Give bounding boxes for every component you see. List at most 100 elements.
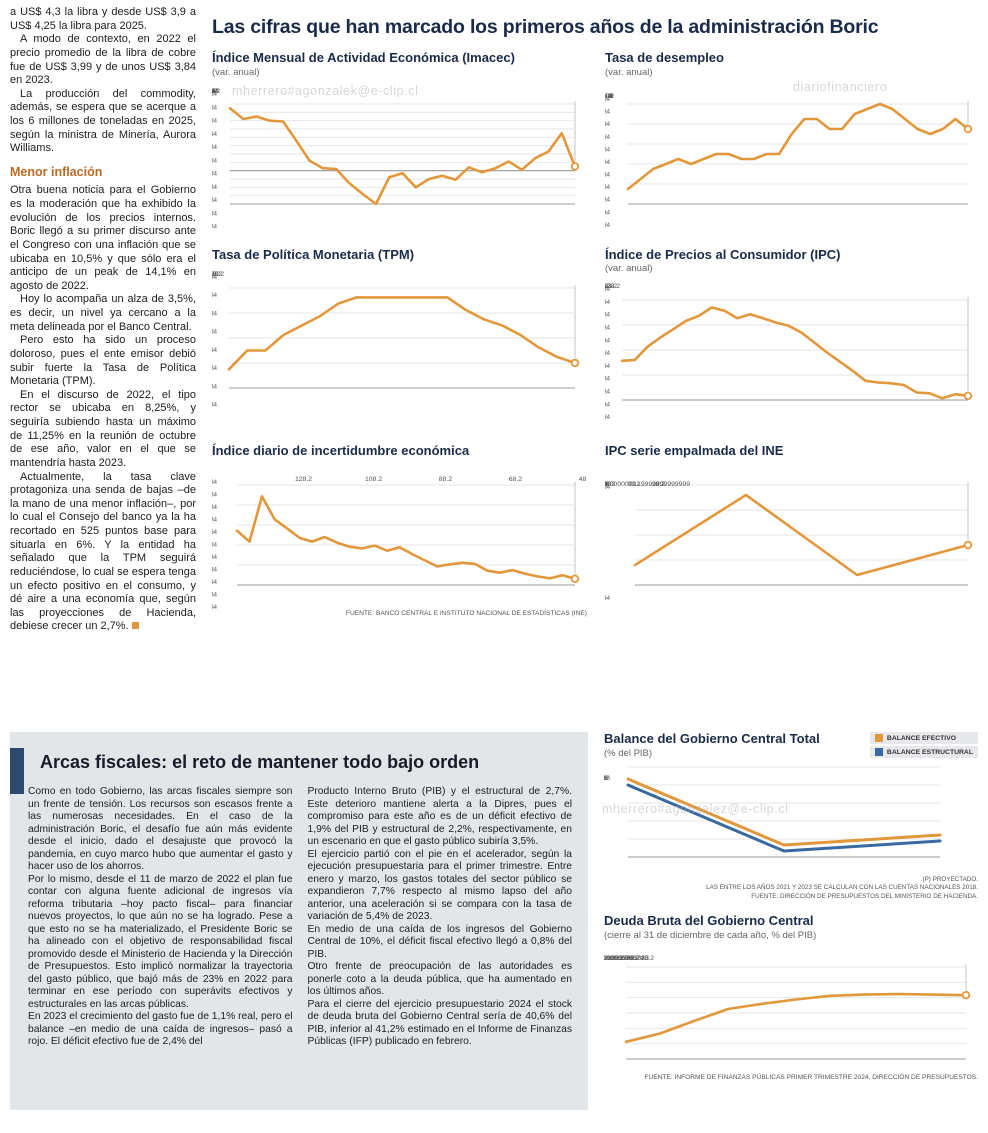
chart-text: 134 xyxy=(212,158,218,164)
charts-grid: Índice Mensual de Actividad Económica (I… xyxy=(212,50,980,617)
fiscal-headline: Arcas fiscales: el reto de mantener todo… xyxy=(40,752,480,772)
article-paragraph: En medio de una caída de los ingresos de… xyxy=(307,923,573,960)
chart-deuda-plot: 28.243.5333333333333358.8666666666666747… xyxy=(604,955,971,1059)
chart-desempleo: Tasa de desempleo(var. anual) 28.248.2000… xyxy=(605,50,980,228)
article-paragraph: El ejercicio partió con el pie en el ace… xyxy=(307,848,573,923)
chart-text: 104.86666666666667 xyxy=(604,955,629,962)
chart-incertidumbre-plot: 28.248.268.288.2108.2128.213413413413413… xyxy=(212,476,587,609)
bottom-section: Arcas fiscales: el reto de mantener todo… xyxy=(0,731,988,1120)
chart-text: 134 xyxy=(605,147,611,153)
chart-text: 69.86666666666666 xyxy=(212,88,215,95)
chart-text: 78.2 xyxy=(212,88,214,95)
chart-text: 46.199999999999996 xyxy=(604,775,607,782)
chart-text: 134 xyxy=(212,312,218,318)
series-line xyxy=(624,992,968,1043)
chart-text: 61.53333333333334 xyxy=(212,88,216,95)
chart-text: 134 xyxy=(212,105,218,111)
chart-text: 28.2 xyxy=(212,88,220,95)
chart-text: 88.2 xyxy=(605,93,613,100)
article-paragraph: Otro frente de preocupación de las autor… xyxy=(307,961,573,997)
chart-text: 134 xyxy=(212,366,218,372)
end-marker xyxy=(570,574,580,583)
legend-item: BALANCE ESTRUCTURAL xyxy=(869,746,978,758)
chart-text: 28.199999999999996 xyxy=(604,775,610,782)
main-headline: Las cifras que han marcado los primeros … xyxy=(212,16,879,38)
chart-text: 134 xyxy=(212,592,218,598)
chart-title: Deuda Bruta del Gobierno Central xyxy=(604,912,814,928)
chart-text: 134 xyxy=(212,567,218,573)
chart-text: 68.20000000000003 xyxy=(605,93,613,100)
chart-text: 134 xyxy=(212,275,218,281)
chart-balance-plot: 10.228.19999999999999646.199999999999996… xyxy=(604,766,942,857)
chart-text: 134 xyxy=(605,287,611,293)
chart-text: 134 xyxy=(605,210,611,216)
chart-text: 53.20000000000002 xyxy=(605,481,640,488)
section-heading: Menor inflación xyxy=(10,164,103,179)
chart-text: 108.2 xyxy=(365,476,382,483)
chart-text: 134 xyxy=(605,351,611,357)
accent-bar xyxy=(10,748,24,794)
chart-text: 128.2 xyxy=(295,476,312,483)
end-marker xyxy=(963,124,973,133)
chart-text: 10.2 xyxy=(604,775,609,782)
fiscal-article-box: Arcas fiscales: el reto de mantener todo… xyxy=(10,732,588,1110)
chart-title: Tasa de desempleo xyxy=(605,50,724,65)
chart-text: 134 xyxy=(212,348,218,354)
chart-text: 134 xyxy=(605,364,611,370)
chart-text: 134 xyxy=(212,293,218,299)
chart-imacec: Índice Mensual de Actividad Económica (I… xyxy=(212,50,587,228)
chart-text: 134 xyxy=(605,197,611,203)
chart-text: 64.2 xyxy=(604,775,606,782)
chart-text: 44.86666666666667 xyxy=(212,88,218,95)
fiscal-columns: Como en todo Gobierno, las arcas fiscale… xyxy=(28,786,572,1049)
chart-ipc-plot: 28.253.278.2103.2128.2134134134134134134… xyxy=(605,283,973,421)
chart-title: IPC serie empalmada del INE xyxy=(605,443,784,459)
legend-swatch-icon xyxy=(874,734,883,742)
chart-text: 82.2 xyxy=(604,775,605,782)
chart-text: 28.2 xyxy=(605,93,614,100)
chart-text: 134 xyxy=(212,171,218,177)
article-paragraph: Otra buena noticia para el Gobierno es l… xyxy=(10,184,196,292)
article-paragraph: En el discurso de 2022, el tipo rector s… xyxy=(10,388,196,469)
end-marker xyxy=(963,540,973,549)
chart-text: 134 xyxy=(212,530,218,536)
chart-ipc: Índice de Precios al Consumidor (IPC) (va… xyxy=(605,247,980,425)
chart-text: 128.2 xyxy=(212,271,216,278)
series-line xyxy=(228,106,577,205)
chart-text: 134 xyxy=(212,198,218,204)
chart-balance: Balance del Gobierno Central Total (% del… xyxy=(604,731,978,902)
article-paragraph: La producción del commodity, además, se … xyxy=(10,87,196,155)
article-paragraph: a US$ 4,3 la libra y desde US$ 3,9 a US$… xyxy=(10,6,196,32)
chart-text: 58.866666666666674 xyxy=(604,955,644,962)
chart-text: 134 xyxy=(605,97,611,103)
article-paragraph: Hoy lo acompaña un alza de 3,5%, es deci… xyxy=(10,293,196,333)
chart-source: FUENTE: INFORME DE FINANZAS PÚBLICAS PRI… xyxy=(644,1073,978,1081)
chart-text: 120.2 xyxy=(607,955,624,962)
chart-subtitle: (var. anual) xyxy=(605,263,653,275)
chart-ipc_ine-plot: 28.253.2000000000000278.2000000000000310… xyxy=(605,481,973,602)
end-marker xyxy=(570,358,580,368)
chart-text: 53.2 xyxy=(212,271,222,278)
chart-text: 134 xyxy=(605,485,611,491)
series-line xyxy=(626,783,942,853)
chart-text: 134 xyxy=(605,338,611,344)
chart-subtitle: (cierre al 31 de diciembre de cada año, … xyxy=(604,929,817,941)
chart-text: 28.2 xyxy=(212,271,224,278)
article-paragraph: Producto Interno Bruto (PIB) y el estruc… xyxy=(307,786,573,847)
chart-imacec-plot: 28.236.5333333333333444.8666666666666753… xyxy=(212,88,580,228)
chart-text: 86.53333333333333 xyxy=(212,88,213,95)
article-paragraph: Pero esto ha sido un proceso doloroso, p… xyxy=(10,334,196,388)
chart-text: 53.2 xyxy=(212,88,217,95)
chart-text: 134 xyxy=(212,118,218,124)
chart-text: 134 xyxy=(605,109,611,115)
chart-text: 78.20000000000003 xyxy=(605,481,615,488)
chart-text: 89.53333333333335 xyxy=(604,955,634,962)
article-paragraph: A modo de contexto, en 2022 el precio pr… xyxy=(10,33,196,87)
chart-text: 134 xyxy=(212,480,218,486)
chart-text: 134 xyxy=(605,122,611,128)
chart-text: 134 xyxy=(605,160,611,166)
article-paragraph: Actualmente, la tasa clave protagoniza u… xyxy=(10,470,196,633)
chart-text: 134 xyxy=(212,330,218,336)
chart-text: 134 xyxy=(605,402,611,408)
chart-text: 103.2 xyxy=(212,271,218,278)
